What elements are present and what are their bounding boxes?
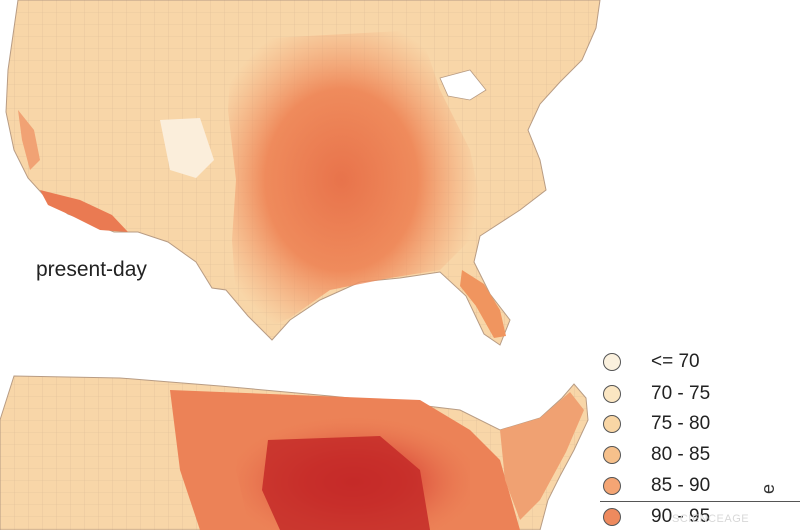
legend-item-5: 90 - 95 — [600, 503, 710, 531]
legend-label-5: 90 - 95 — [651, 506, 711, 527]
legend-divider — [600, 501, 800, 502]
watermark: SCIENCEAGE — [672, 513, 750, 525]
legend-swatch-3 — [603, 446, 621, 464]
present-day-mountains — [160, 118, 214, 178]
rotated-side-text: e — [758, 483, 778, 494]
legend-swatch-2 — [603, 415, 621, 433]
present-day-map — [5, 0, 601, 346]
legend: <= 70 70 - 75 75 - 80 80 - 85 85 - 90 90… — [600, 346, 800, 530]
legend-label-2: 75 - 80 — [651, 413, 711, 434]
legend-swatch-0 — [603, 353, 621, 371]
future-northeast — [500, 392, 584, 520]
legend-item-4: 85 - 90 — [600, 472, 710, 500]
present-day-label: present-day — [36, 258, 147, 281]
legend-label-4: 85 - 90 — [651, 475, 711, 496]
present-day-california-valley — [18, 110, 40, 170]
legend-item-1: 70 - 75 — [600, 380, 710, 408]
present-day-florida — [460, 270, 506, 338]
legend-item-0: <= 70 — [600, 348, 700, 376]
legend-label-3: 80 - 85 — [651, 444, 711, 465]
legend-item-2: 75 - 80 — [600, 410, 710, 438]
present-day-hot-core — [228, 30, 480, 330]
present-day-southwest-hotspot — [40, 190, 128, 232]
legend-label-0: <= 70 — [651, 351, 700, 372]
future-map — [0, 375, 589, 530]
legend-label-1: 70 - 75 — [651, 383, 711, 404]
present-day-great-lakes — [439, 69, 487, 101]
legend-swatch-1 — [603, 385, 621, 403]
legend-swatch-4 — [603, 477, 621, 495]
legend-swatch-5 — [603, 508, 621, 526]
legend-item-3: 80 - 85 — [600, 441, 710, 469]
future-deep-red-core — [262, 436, 430, 530]
